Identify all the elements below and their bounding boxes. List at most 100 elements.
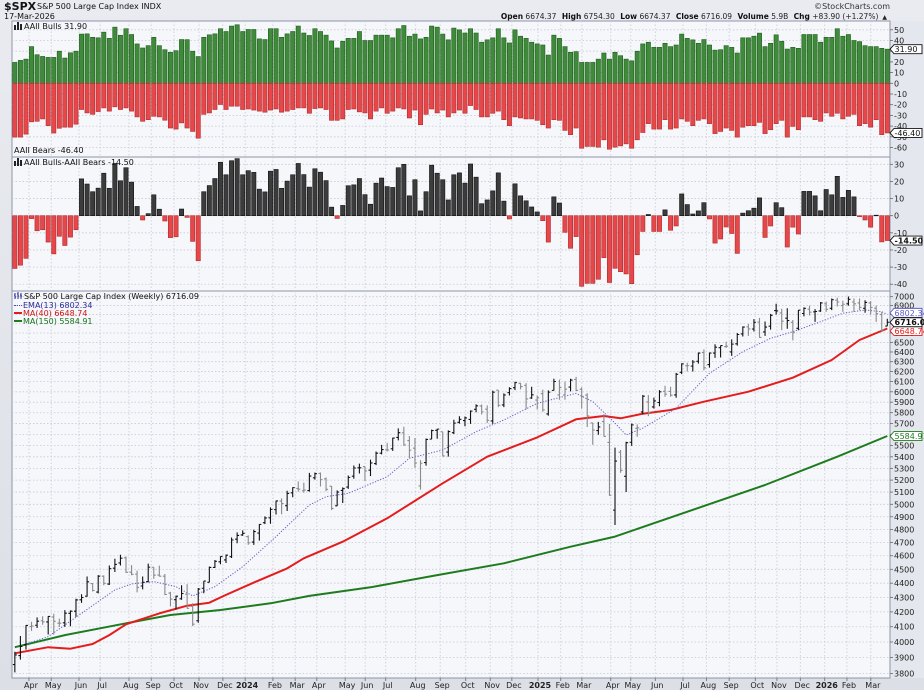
price-bar <box>157 565 162 577</box>
bull-bar <box>768 42 774 84</box>
x-axis-label: Jul <box>679 681 690 690</box>
collapse-up-icon[interactable]: ▲ <box>882 14 887 21</box>
price-bar <box>651 397 656 409</box>
x-axis-label: Feb <box>842 681 856 690</box>
bear-bar <box>751 83 757 126</box>
ma150-value-tag: 5584.91 <box>889 431 924 441</box>
price-bar <box>857 298 862 311</box>
price-bar <box>240 530 245 536</box>
x-axis-label: Feb <box>268 681 282 690</box>
price-bar <box>851 298 856 312</box>
price-bar <box>601 414 606 438</box>
price-bar <box>490 390 495 424</box>
spread-bar-positive <box>645 214 651 217</box>
spread-bar-positive <box>218 161 223 216</box>
spread-bar-positive <box>79 178 84 216</box>
bull-bar <box>729 47 735 84</box>
price-bar <box>185 584 190 609</box>
bear-bar <box>318 83 323 109</box>
price-bar <box>868 301 873 315</box>
spread-bar-positive <box>268 170 273 217</box>
price-bar <box>540 389 545 412</box>
price-bar <box>529 386 534 399</box>
axis-label: 5400 <box>894 453 914 462</box>
price-bar <box>46 615 51 635</box>
price-bar <box>596 421 601 435</box>
spread-bar-positive <box>306 186 312 216</box>
axis-label: 5300 <box>894 464 914 473</box>
price-bar <box>796 309 801 331</box>
x-axis-label: Sep <box>146 681 161 690</box>
bear-bar <box>768 83 774 131</box>
spread-bar-negative <box>140 215 146 221</box>
price-bar <box>507 387 512 396</box>
spread-bar-negative <box>595 215 601 280</box>
price-bar <box>290 487 295 498</box>
bear-bar <box>251 83 257 111</box>
spread-bar-positive <box>679 193 685 217</box>
spread-bar-positive <box>390 187 396 217</box>
x-axis-label: 2024 <box>236 681 259 690</box>
spread-bar-positive <box>156 208 162 216</box>
spread-bar-negative <box>651 215 657 232</box>
bear-bar <box>795 83 801 131</box>
bear-bar <box>512 83 518 118</box>
axis-label: 6300 <box>894 358 914 367</box>
price-bar <box>685 362 690 372</box>
bull-bar <box>251 29 257 84</box>
price-bar <box>340 487 345 503</box>
price-bar <box>824 301 829 312</box>
bull-bar <box>279 36 285 84</box>
price-bar <box>62 610 67 627</box>
price-bar <box>435 428 440 439</box>
spread-bar-positive <box>412 179 418 217</box>
spread-bar-negative <box>190 215 196 242</box>
bull-bar <box>245 29 251 84</box>
spread-bar-positive <box>312 168 318 216</box>
bull-bar <box>295 25 301 84</box>
price-bar <box>724 341 729 349</box>
bear-bar <box>690 83 696 126</box>
ema13-value-tag-text: 6802.34 <box>895 309 924 318</box>
bear-bar <box>729 83 735 131</box>
bull-bar <box>807 34 812 84</box>
bar-chart-icon <box>14 158 22 166</box>
x-axis-label: Aug <box>701 681 717 690</box>
price-bar <box>729 339 734 356</box>
axis-label: 10 <box>894 69 904 78</box>
bear-bar <box>834 83 840 114</box>
axis-label: 6900 <box>894 302 914 311</box>
spread-bar-negative <box>668 215 674 231</box>
axis-label: 40 <box>894 37 904 46</box>
bull-bar <box>573 51 579 84</box>
spread-value-tag: -14.50 <box>889 235 924 246</box>
bull-bar <box>229 25 235 84</box>
spread-bar-positive <box>434 172 440 217</box>
bull-bar <box>723 45 729 84</box>
price-bar <box>390 437 395 451</box>
spread-bar-negative <box>334 215 340 219</box>
axis-label: 4700 <box>894 538 914 547</box>
bear-bar <box>79 83 84 110</box>
spread-bar-positive <box>429 164 435 217</box>
bear-bar <box>495 83 501 112</box>
spread-bar-negative <box>862 215 868 221</box>
bull-bar <box>45 57 51 84</box>
spread-bar-positive <box>484 199 490 216</box>
bull-bar <box>684 38 690 84</box>
spread-bar-negative <box>734 215 740 254</box>
x-axis-label: Jul <box>96 681 107 690</box>
ma150-value-tag-text: 5584.91 <box>895 432 924 441</box>
price-bar <box>885 318 890 327</box>
price-bar <box>424 438 429 466</box>
bear-bar <box>95 83 101 112</box>
bear-bar <box>640 83 646 133</box>
bear-bar <box>84 83 90 114</box>
spread-bar-negative <box>590 215 596 284</box>
price-bar <box>140 576 145 590</box>
x-axis-label: Nov <box>771 681 787 690</box>
price-bar <box>785 308 790 329</box>
bull-bar <box>595 58 601 84</box>
price-bar <box>251 529 256 545</box>
spread-bar-negative <box>673 215 679 227</box>
